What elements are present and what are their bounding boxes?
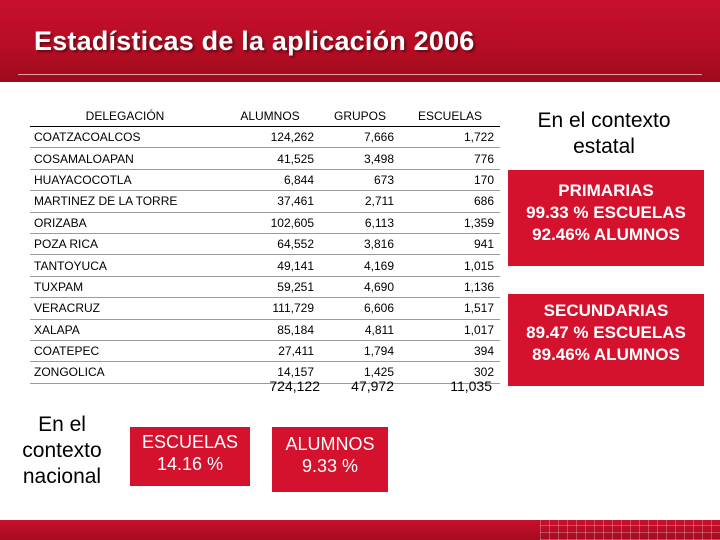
cell-delegacion: ORIZABA [30, 212, 220, 234]
cell-alumnos: 49,141 [220, 254, 320, 277]
nacional-context-label: En el contexto nacional [14, 412, 110, 490]
nacional-alumnos-value: 9.33 % [301, 456, 359, 476]
cell-escuelas: 302 [400, 361, 500, 384]
table-row: POZA RICA 64,552 3,816 941 [30, 233, 500, 256]
cell-delegacion: COSAMALOAPAN [30, 147, 220, 170]
cell-grupos: 3,816 [320, 233, 400, 256]
cell-grupos: 6,113 [320, 212, 400, 234]
cell-grupos: 6,606 [320, 297, 400, 320]
cell-escuelas: 776 [400, 147, 500, 170]
cell-escuelas: 1,517 [400, 297, 500, 320]
cell-delegacion: COATEPEC [30, 340, 220, 363]
cell-delegacion: VERACRUZ [30, 297, 220, 320]
cell-alumnos: 6,844 [220, 169, 320, 192]
cell-delegacion: POZA RICA [30, 233, 220, 256]
estatal-line-1: En el contexto [537, 109, 671, 132]
cell-grupos: 2,711 [320, 190, 400, 213]
header-grupos: GRUPOS [320, 106, 400, 127]
cell-delegacion: TUXPAM [30, 276, 220, 299]
cell-grupos: 1,794 [320, 340, 400, 363]
table-row: ZONGOLICA 14,157 1,425 302 [30, 361, 500, 384]
cell-alumnos: 111,729 [220, 297, 320, 320]
nacional-line-1: En el [38, 413, 86, 436]
table-row: COATEPEC 27,411 1,794 394 [30, 340, 500, 363]
total-escuelas: 11,035 [450, 378, 492, 394]
cell-grupos: 1,425 [320, 361, 400, 384]
cell-alumnos: 37,461 [220, 190, 320, 213]
cell-alumnos: 41,525 [220, 147, 320, 170]
cell-delegacion: HUAYACOCOTLA [30, 169, 220, 192]
cell-escuelas: 1,017 [400, 319, 500, 341]
table-row: COATZACOALCOS 124,262 7,666 1,722 [30, 126, 500, 149]
footer-grid-pattern [540, 520, 720, 540]
cell-grupos: 4,811 [320, 319, 400, 341]
nacional-escuelas-value: 14.16 % [156, 454, 224, 474]
secundarias-label: SECUNDARIAS [543, 301, 669, 320]
cell-grupos: 673 [320, 169, 400, 192]
table-row: VERACRUZ 111,729 6,606 1,517 [30, 297, 500, 320]
cell-delegacion: TANTOYUCA [30, 254, 220, 277]
header-bar [0, 0, 720, 82]
table-row: ORIZABA 102,605 6,113 1,359 [30, 212, 500, 234]
table-row: TUXPAM 59,251 4,690 1,136 [30, 276, 500, 299]
total-grupos: 47,972 [351, 378, 394, 394]
cell-delegacion: XALAPA [30, 319, 220, 341]
header-escuelas: ESCUELAS [400, 106, 500, 127]
nacional-line-3: nacional [22, 465, 102, 488]
cell-alumnos: 124,262 [220, 126, 320, 149]
estatal-line-2: estatal [573, 135, 635, 158]
cell-grupos: 7,666 [320, 126, 400, 149]
cell-alumnos: 85,184 [220, 319, 320, 341]
table-row: COSAMALOAPAN 41,525 3,498 776 [30, 147, 500, 170]
cell-escuelas: 941 [400, 233, 500, 256]
cell-delegacion: MARTINEZ DE LA TORRE [30, 190, 220, 213]
cell-alumnos: 64,552 [220, 233, 320, 256]
cell-grupos: 3,498 [320, 147, 400, 170]
statistics-table: DELEGACIÓN ALUMNOS GRUPOS ESCUELAS COATZ… [30, 106, 500, 384]
table-body: COATZACOALCOS 124,262 7,666 1,722 COSAMALOAP… [30, 126, 500, 384]
header-divider [18, 74, 702, 75]
statistics-table-container: DELEGACIÓN ALUMNOS GRUPOS ESCUELAS COATZ… [30, 106, 500, 384]
cell-escuelas: 686 [400, 190, 500, 213]
nacional-escuelas-box: ESCUELAS 14.16 % [130, 427, 250, 486]
secundarias-escuelas: 89.47 % ESCUELAS [526, 323, 686, 342]
cell-escuelas: 1,136 [400, 276, 500, 299]
cell-escuelas: 1,722 [400, 126, 500, 149]
cell-escuelas: 170 [400, 169, 500, 192]
cell-delegacion: COATZACOALCOS [30, 126, 220, 149]
total-alumnos: 724,122 [269, 378, 320, 394]
primarias-alumnos: 92.46% ALUMNOS [532, 225, 680, 244]
primarias-label: PRIMARIAS [558, 181, 654, 200]
secundarias-alumnos: 89.46% ALUMNOS [532, 345, 680, 364]
table-header-row: DELEGACIÓN ALUMNOS GRUPOS ESCUELAS [30, 106, 500, 127]
table-row: TANTOYUCA 49,141 4,169 1,015 [30, 254, 500, 277]
cell-alumnos: 59,251 [220, 276, 320, 299]
header-delegacion: DELEGACIÓN [30, 106, 220, 127]
table-row: XALAPA 85,184 4,811 1,017 [30, 319, 500, 341]
cell-escuelas: 394 [400, 340, 500, 363]
cell-alumnos: 14,157 [220, 361, 320, 384]
slide-title: Estadísticas de la aplicación 2006 [34, 26, 475, 56]
cell-alumnos: 102,605 [220, 212, 320, 234]
header-alumnos: ALUMNOS [220, 106, 320, 127]
cell-grupos: 4,690 [320, 276, 400, 299]
cell-alumnos: 27,411 [220, 340, 320, 363]
nacional-alumnos-label: ALUMNOS [285, 434, 375, 454]
table-row: HUAYACOCOTLA 6,844 673 170 [30, 169, 500, 192]
footer-bar [0, 520, 720, 540]
cell-delegacion: ZONGOLICA [30, 361, 220, 384]
secundarias-box: SECUNDARIAS 89.47 % ESCUELAS 89.46% ALUM… [508, 294, 704, 386]
primarias-escuelas: 99.33 % ESCUELAS [526, 203, 686, 222]
nacional-escuelas-label: ESCUELAS [141, 432, 239, 452]
cell-escuelas: 1,015 [400, 254, 500, 277]
nacional-alumnos-box: ALUMNOS 9.33 % [272, 427, 388, 492]
nacional-line-2: contexto [22, 439, 102, 462]
estatal-context-label: En el contexto estatal [506, 108, 702, 160]
cell-escuelas: 1,359 [400, 212, 500, 234]
table-row: MARTINEZ DE LA TORRE 37,461 2,711 686 [30, 190, 500, 213]
cell-grupos: 4,169 [320, 254, 400, 277]
primarias-box: PRIMARIAS 99.33 % ESCUELAS 92.46% ALUMNO… [508, 170, 704, 266]
